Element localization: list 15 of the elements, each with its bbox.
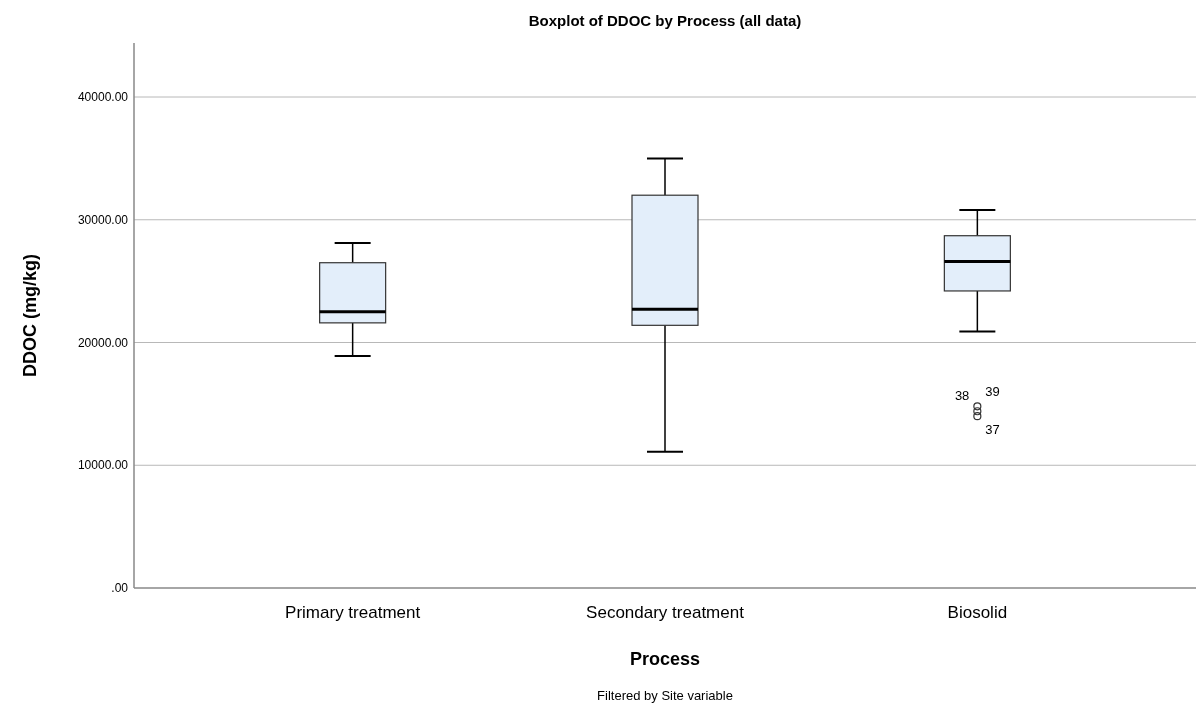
annotation: 37 xyxy=(985,422,1000,438)
chart-title: Boxplot of DDOC by Process (all data) xyxy=(528,12,802,29)
x-tick-label: Biosolid xyxy=(947,603,1008,622)
y-axis-title: DDOC (mg/kg) xyxy=(20,254,40,377)
y-tick-label: 10000.00 xyxy=(77,458,129,473)
y-tick-label: 20000.00 xyxy=(77,335,129,350)
x-tick-label: Secondary treatment xyxy=(586,603,745,622)
y-tick-label: 40000.00 xyxy=(77,90,129,105)
annotation: 38 xyxy=(954,388,970,404)
y-tick-label: 30000.00 xyxy=(77,212,129,227)
x-tick-label: Primary treatment xyxy=(285,603,421,622)
annotation: 39 xyxy=(985,384,1000,400)
x-axis-title: Process xyxy=(629,649,701,669)
text: Filtered by Site variable xyxy=(597,688,733,703)
y-tick-label: .00 xyxy=(111,581,129,596)
